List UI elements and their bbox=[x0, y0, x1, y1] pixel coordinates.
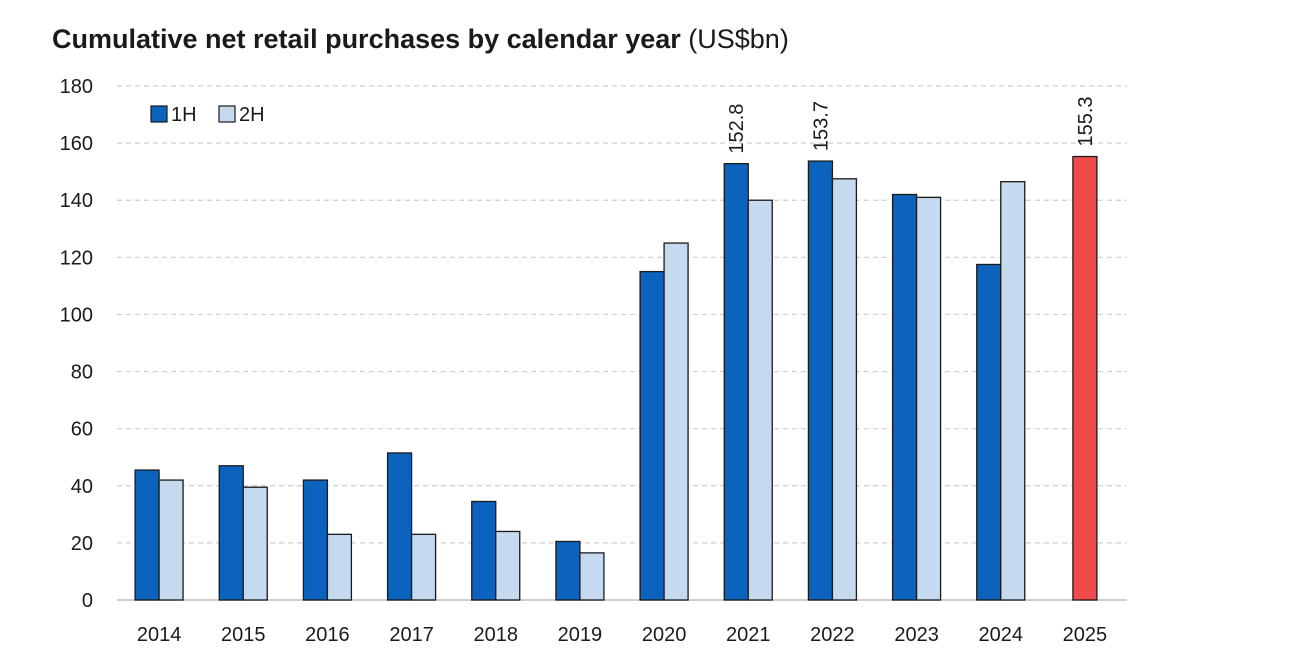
bar-2014-2h bbox=[158, 479, 184, 601]
y-tick-label: 20 bbox=[71, 533, 93, 555]
bar-2019-1h bbox=[555, 540, 581, 601]
legend-label: 1H bbox=[171, 104, 197, 126]
bar-2017-1h bbox=[386, 452, 413, 601]
data-labels: 152.8 153.7 155.3 bbox=[726, 96, 1097, 153]
x-tick-label: 2017 bbox=[389, 624, 434, 646]
chart-title: Cumulative net retail purchases by calen… bbox=[52, 24, 789, 55]
y-tick-label: 0 bbox=[82, 590, 93, 612]
bar-2022-1h bbox=[807, 160, 834, 601]
legend-swatch-2h bbox=[218, 105, 236, 123]
bar-2017-2h bbox=[410, 533, 437, 601]
bar-2018-2h bbox=[495, 530, 521, 601]
y-tick-label: 120 bbox=[60, 247, 93, 269]
y-tick-label: 80 bbox=[71, 362, 93, 384]
gridlines bbox=[117, 85, 1127, 601]
legend: 1H 2H bbox=[150, 104, 265, 126]
x-tick-label: 2019 bbox=[558, 624, 603, 646]
x-tick-label: 2018 bbox=[474, 624, 519, 646]
bar-2016-2h bbox=[326, 533, 353, 601]
x-tick-label: 2023 bbox=[894, 624, 939, 646]
chart-title-main: Cumulative net retail purchases by calen… bbox=[52, 24, 681, 54]
bar-2023-1h bbox=[891, 193, 918, 601]
bar-2018-1h bbox=[471, 500, 497, 601]
y-tick-label: 140 bbox=[60, 190, 93, 212]
data-label: 153.7 bbox=[810, 101, 832, 151]
legend-swatch-1h bbox=[150, 105, 168, 123]
y-axis-ticks: 0 20 40 60 80 100 120 140 160 180 bbox=[60, 76, 93, 612]
bar-2025-1h bbox=[1072, 155, 1098, 601]
y-tick-label: 60 bbox=[71, 419, 93, 441]
bar-2020-1h bbox=[639, 270, 665, 601]
bar-2019-2h bbox=[579, 552, 605, 601]
bar-2022-2h bbox=[831, 178, 858, 601]
bar-2021-2h bbox=[747, 199, 773, 601]
y-tick-label: 160 bbox=[60, 133, 93, 155]
bar-2023-2h bbox=[915, 196, 942, 601]
x-tick-label: 2016 bbox=[305, 624, 350, 646]
x-tick-label: 2025 bbox=[1063, 624, 1108, 646]
chart-title-unit: (US$bn) bbox=[688, 24, 789, 54]
bar-2020-2h bbox=[663, 242, 689, 601]
x-tick-label: 2014 bbox=[137, 624, 182, 646]
y-tick-label: 180 bbox=[60, 76, 93, 98]
data-label: 155.3 bbox=[1075, 96, 1097, 146]
y-tick-label: 40 bbox=[71, 476, 93, 498]
bar-2016-1h bbox=[302, 479, 329, 601]
x-tick-label: 2021 bbox=[726, 624, 771, 646]
legend-label: 2H bbox=[239, 104, 265, 126]
bars bbox=[134, 155, 1098, 601]
x-tick-label: 2022 bbox=[810, 624, 855, 646]
y-tick-label: 100 bbox=[60, 304, 93, 326]
bar-2024-1h bbox=[976, 263, 1002, 601]
x-tick-label: 2024 bbox=[979, 624, 1024, 646]
x-tick-label: 2015 bbox=[221, 624, 266, 646]
x-tick-label: 2020 bbox=[642, 624, 687, 646]
bar-2015-1h bbox=[218, 465, 244, 601]
data-label: 152.8 bbox=[726, 104, 748, 154]
x-axis-ticks: 2014 2015 2016 2017 2018 2019 2020 2021 2022 2023… bbox=[137, 624, 1107, 646]
bar-2024-2h bbox=[1000, 181, 1026, 601]
bar-2014-1h bbox=[134, 469, 160, 601]
bar-2015-2h bbox=[242, 486, 268, 601]
bar-2021-1h bbox=[723, 163, 749, 601]
